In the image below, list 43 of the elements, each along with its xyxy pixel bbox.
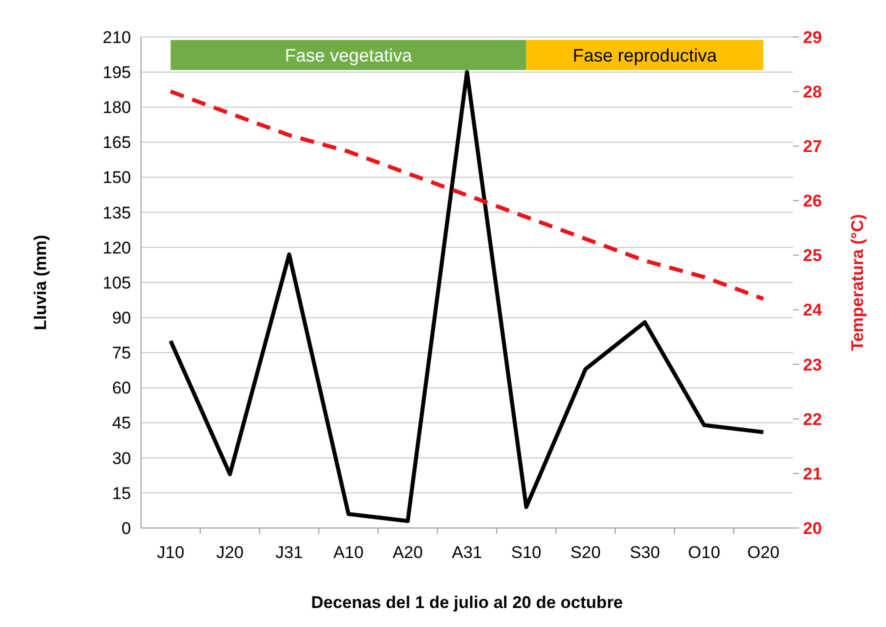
y2-axis-title: Temperatura (°C) xyxy=(848,214,867,351)
y2-tick-label: 20 xyxy=(803,518,822,538)
y-tick-label: 15 xyxy=(112,484,131,503)
y2-tick-label: 29 xyxy=(803,28,822,47)
y-tick-label: 75 xyxy=(112,344,131,363)
band-label: Fase vegetativa xyxy=(284,45,413,66)
y2-tick-label: 27 xyxy=(803,137,822,156)
line-series xyxy=(168,90,766,301)
x-tick-label: O20 xyxy=(747,543,780,562)
y2-tick-label: 26 xyxy=(803,192,822,211)
y2-tick-label: 28 xyxy=(803,82,822,102)
x-tick-label: S30 xyxy=(630,543,660,562)
line-series xyxy=(168,70,766,523)
y-tick-label: 150 xyxy=(102,168,131,188)
y-tick-label: 60 xyxy=(112,378,131,398)
y-tick-label: 45 xyxy=(112,414,131,433)
y2-tick-label: 24 xyxy=(803,300,822,320)
x-axis-title: Decenas del 1 de julio al 20 de octubre xyxy=(311,593,623,612)
y-tick-label: 30 xyxy=(112,448,131,468)
y-tick-label: 210 xyxy=(102,28,131,47)
y-tick-label: 105 xyxy=(102,273,131,292)
x-tick-label: J31 xyxy=(275,543,303,562)
y2-tick-label: 25 xyxy=(803,246,822,266)
y2-tick-label: 23 xyxy=(803,355,822,374)
y-tick-label: 90 xyxy=(112,308,131,328)
y-tick-label: 180 xyxy=(102,98,131,118)
x-tick-label: S10 xyxy=(511,543,542,562)
band-label: Fase reproductiva xyxy=(572,45,718,66)
y-tick-label: 165 xyxy=(102,133,131,152)
y2-tick-label: 22 xyxy=(803,410,822,429)
x-tick-label: J10 xyxy=(156,543,184,562)
y-tick-label: 0 xyxy=(122,518,131,538)
y-tick-label: 135 xyxy=(102,203,131,222)
y2-tick-label: 21 xyxy=(803,464,822,484)
x-tick-label: A20 xyxy=(392,543,423,562)
y-axis-title: Lluvia (mm) xyxy=(31,234,50,330)
x-tick-label: J20 xyxy=(216,543,244,562)
y-tick-label: 195 xyxy=(102,63,131,82)
x-tick-label: O10 xyxy=(688,543,720,562)
x-tick-label: A10 xyxy=(333,543,364,562)
x-tick-label: A31 xyxy=(452,543,482,562)
x-tick-label: S20 xyxy=(570,543,601,562)
y-tick-label: 120 xyxy=(102,238,131,258)
